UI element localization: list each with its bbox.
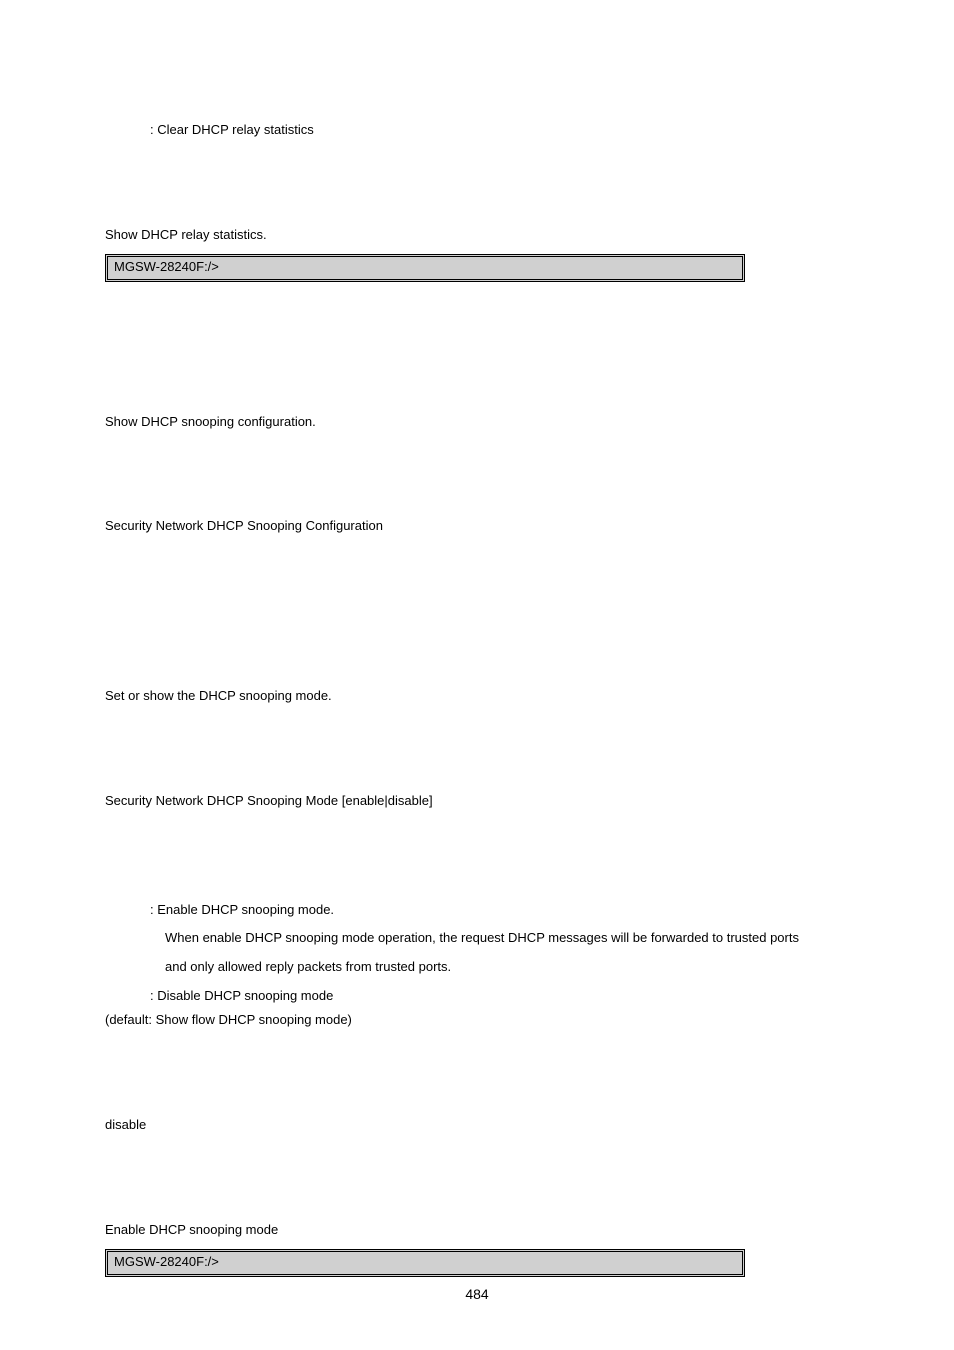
enable-desc-line: : Enable DHCP snooping mode. — [105, 896, 849, 925]
code-box-snoop-text: MGSW-28240F:/> — [114, 1252, 219, 1273]
snoop-config-cmd-text: Security Network DHCP Snooping Configura… — [105, 516, 849, 537]
enable-detail2-line: and only allowed reply packets from trus… — [105, 953, 849, 982]
enable-detail1-line: When enable DHCP snooping mode operation… — [105, 924, 849, 953]
page-number: 484 — [0, 1283, 954, 1305]
page-content: : Clear DHCP relay statistics Show DHCP … — [0, 0, 954, 1317]
disable-desc-line: : Disable DHCP snooping mode — [105, 982, 849, 1011]
set-show-snoop-text: Set or show the DHCP snooping mode. — [105, 686, 849, 707]
snoop-mode-cmd-text: Security Network DHCP Snooping Mode [ena… — [105, 791, 849, 812]
code-box-snoop: MGSW-28240F:/> — [105, 1249, 745, 1277]
show-relay-stats-text: Show DHCP relay statistics. — [105, 225, 849, 246]
default-note-line: (default: Show flow DHCP snooping mode) — [105, 1010, 849, 1031]
show-snoop-config-text: Show DHCP snooping configuration. — [105, 412, 849, 433]
clear-stats-line: : Clear DHCP relay statistics — [105, 120, 849, 141]
disable-value-text: disable — [105, 1115, 849, 1136]
enable-snoop-mode-text: Enable DHCP snooping mode — [105, 1220, 849, 1241]
code-box-relay-text: MGSW-28240F:/> — [114, 257, 219, 278]
code-box-relay: MGSW-28240F:/> — [105, 254, 745, 282]
